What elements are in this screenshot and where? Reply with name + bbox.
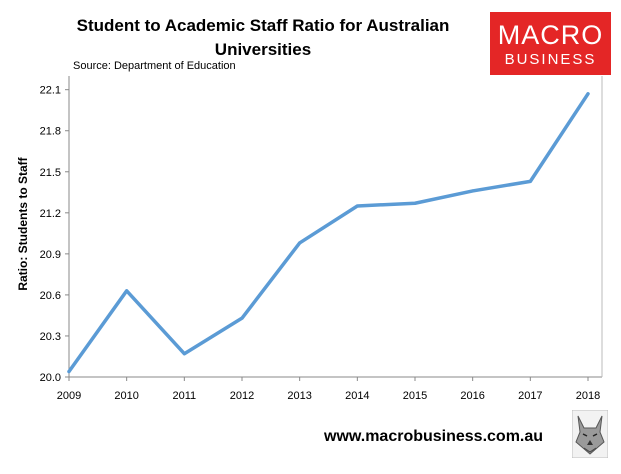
data-point xyxy=(413,201,417,205)
y-tick-label: 21.8 xyxy=(40,126,61,138)
series-line xyxy=(67,92,590,374)
data-series xyxy=(67,92,590,374)
y-tick-label: 20.3 xyxy=(40,331,61,343)
x-tick-label: 2015 xyxy=(403,390,427,402)
y-tick-label: 21.2 xyxy=(40,208,61,220)
data-point xyxy=(586,92,590,96)
data-point xyxy=(298,241,302,245)
x-tick-label: 2011 xyxy=(173,390,197,402)
y-tick-labels: 20.0 20.3 20.6 20.9 21.2 21.5 21.8 22.1 xyxy=(40,85,69,384)
wolf-mascot-icon xyxy=(572,410,608,458)
x-tick-label: 2013 xyxy=(287,390,311,402)
y-axis-label: Ratio: Students to Staff xyxy=(16,156,30,290)
x-tick-label: 2016 xyxy=(460,390,484,402)
y-tick-label: 21.5 xyxy=(40,167,61,179)
data-point xyxy=(67,370,71,374)
x-tick-label: 2010 xyxy=(114,390,138,402)
data-point xyxy=(240,316,244,320)
x-tick-label: 2009 xyxy=(57,390,81,402)
x-tick-label: 2017 xyxy=(518,390,542,402)
macrobusiness-logo: MACRO BUSINESS xyxy=(490,12,611,75)
data-point xyxy=(125,289,129,293)
logo-text-bottom: BUSINESS xyxy=(504,51,597,68)
data-point xyxy=(528,179,532,183)
y-tick-label: 20.9 xyxy=(40,249,61,261)
data-point xyxy=(355,204,359,208)
logo-text-top: MACRO xyxy=(497,20,604,50)
y-tick-label: 20.0 xyxy=(40,372,61,384)
chart-title: Student to Academic Staff Ratio for Aust… xyxy=(76,16,450,59)
x-tick-label: 2014 xyxy=(345,390,369,402)
data-point xyxy=(182,352,186,356)
y-tick-label: 22.1 xyxy=(40,85,61,97)
x-tick-label: 2012 xyxy=(230,390,254,402)
website-url: www.macrobusiness.com.au xyxy=(324,428,544,445)
chart-source: Source: Department of Education xyxy=(73,60,236,72)
data-point xyxy=(471,189,475,193)
x-tick-label: 2018 xyxy=(576,390,600,402)
chart-axes xyxy=(68,76,603,378)
y-tick-label: 20.6 xyxy=(40,290,61,302)
x-tick-labels: 2009 2010 2011 2012 2013 2014 2015 2016 2017 2018 xyxy=(57,377,600,402)
